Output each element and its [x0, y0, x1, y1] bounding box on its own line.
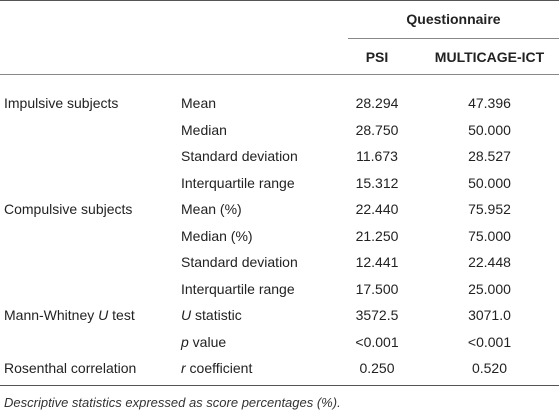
table-bottom-rule: [0, 385, 559, 386]
questionnaire-underline: [348, 38, 559, 39]
psi-value: 21.250: [355, 228, 399, 244]
table-row: Standard deviation 11.673 28.527: [0, 143, 559, 170]
row-stat-label: Mean (%): [181, 201, 242, 217]
row-stat-label: p value: [181, 334, 227, 350]
table-row: Interquartile range 15.312 50.000: [0, 170, 559, 197]
row-stat-label: Standard deviation: [181, 254, 298, 270]
table-row: Median (%) 21.250 75.000: [0, 223, 559, 250]
multicage-value: 47.396: [468, 95, 511, 111]
row-stat-label: r coefficient: [181, 360, 253, 376]
table-footnote: Descriptive statistics expressed as scor…: [4, 395, 341, 410]
row-group-label: Rosenthal correlation: [4, 360, 137, 376]
questionnaire-header: Questionnaire: [406, 11, 501, 27]
table-top-rule: [0, 0, 559, 1]
row-stat-label: Interquartile range: [181, 281, 295, 297]
multicage-value: 3071.0: [468, 307, 511, 323]
header-rule: [0, 74, 559, 75]
row-stat-label: Mean: [181, 95, 217, 111]
psi-value: 28.750: [355, 122, 399, 138]
psi-value: <0.001: [355, 334, 399, 350]
psi-value: 3572.5: [355, 307, 399, 323]
row-stat-label: Standard deviation: [181, 148, 298, 164]
table-row: Interquartile range 17.500 25.000: [0, 276, 559, 303]
table-row: Median 28.750 50.000: [0, 117, 559, 144]
psi-value: 12.441: [355, 254, 399, 270]
multicage-value: 25.000: [468, 281, 511, 297]
psi-column-header: PSI: [365, 49, 389, 65]
multicage-value: 0.520: [471, 360, 508, 376]
multicage-value: 75.952: [468, 201, 511, 217]
multicage-column-header: MULTICAGE-ICT: [434, 49, 545, 65]
multicage-value: <0.001: [467, 334, 512, 350]
psi-value: 11.673: [356, 148, 398, 164]
row-stat-label: U statistic: [181, 307, 242, 323]
psi-value: 17.500: [355, 281, 399, 297]
psi-value: 15.312: [355, 175, 399, 191]
row-stat-label: Median: [181, 122, 227, 138]
row-group-label: Mann-Whitney U test: [4, 307, 135, 323]
table-row: Impulsive subjects Mean 28.294 47.396: [0, 90, 559, 117]
row-group-label: Compulsive subjects: [4, 201, 133, 217]
multicage-value: 75.000: [468, 228, 511, 244]
table-row: Mann-Whitney U test U statistic 3572.5 3…: [0, 302, 559, 329]
table-row: Compulsive subjects Mean (%) 22.440 75.9…: [0, 196, 559, 223]
multicage-value: 22.448: [468, 254, 511, 270]
multicage-value: 50.000: [468, 122, 511, 138]
psi-value: 0.250: [359, 360, 395, 376]
row-group-label: Impulsive subjects: [4, 95, 119, 111]
table-row: Standard deviation 12.441 22.448: [0, 249, 559, 276]
psi-value: 28.294: [355, 95, 399, 111]
row-stat-label: Interquartile range: [181, 175, 295, 191]
psi-value: 22.440: [355, 201, 399, 217]
table-row: p value <0.001 <0.001: [0, 329, 559, 356]
table-row: Rosenthal correlation r coefficient 0.25…: [0, 355, 559, 382]
multicage-value: 50.000: [468, 175, 511, 191]
row-stat-label: Median (%): [181, 228, 253, 244]
multicage-value: 28.527: [468, 148, 511, 164]
